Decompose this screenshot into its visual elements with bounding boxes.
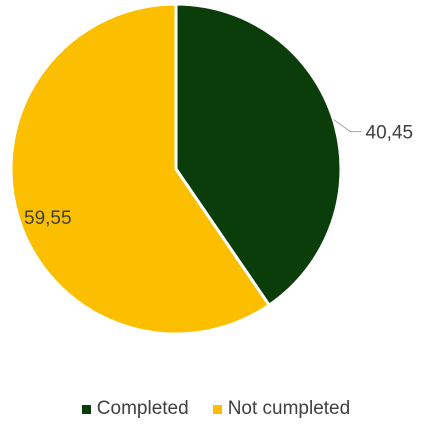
legend: Completed Not cumpleted (0, 398, 432, 420)
data-label-not-completed: 59,55 (24, 208, 72, 229)
legend-item-completed[interactable]: Completed (81, 398, 189, 420)
legend-swatch-not-completed (212, 404, 222, 414)
legend-label-not-completed: Not cumpleted (227, 398, 351, 419)
legend-label-completed: Completed (96, 398, 189, 419)
pie-slices (9, 2, 343, 336)
legend-item-not-completed[interactable]: Not cumpleted (212, 398, 351, 420)
legend-swatch-completed (81, 404, 91, 414)
leader-line-completed (333, 119, 362, 133)
data-label-completed: 40,45 (366, 123, 414, 144)
pie-slice-not-completed[interactable] (9, 2, 271, 336)
